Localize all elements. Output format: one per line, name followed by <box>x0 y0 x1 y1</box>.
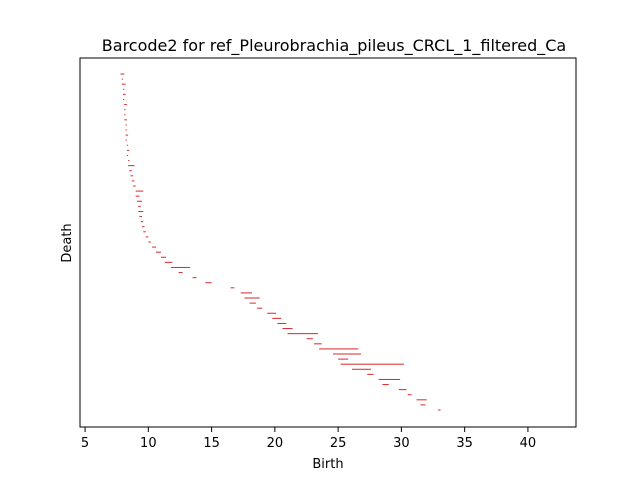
barcode-bar <box>244 297 260 299</box>
barcode-bar <box>126 144 129 146</box>
barcode-bar <box>340 363 404 365</box>
barcode-bar <box>124 109 126 111</box>
barcode-bar <box>125 139 127 141</box>
barcode-bar <box>123 88 125 90</box>
barcode-bar <box>314 343 322 345</box>
barcode-bar <box>240 292 253 294</box>
barcode-bar <box>125 129 127 131</box>
barcode-bar <box>272 317 282 319</box>
barcode-bar <box>205 282 212 284</box>
barcode-bar <box>135 195 140 197</box>
chart-title: Barcode2 for ref_Pleurobrachia_pileus_CR… <box>102 36 566 56</box>
barcode-bar <box>178 272 183 274</box>
barcode-bar <box>230 287 235 289</box>
barcode-bar <box>398 389 407 391</box>
barcode-bar <box>148 241 151 243</box>
barcode-bar <box>140 221 144 223</box>
barcode-bar <box>160 256 167 258</box>
barcode-bar <box>192 277 197 279</box>
barcode-bar <box>135 190 144 192</box>
x-tick-label: 10 <box>140 436 157 451</box>
x-tick-label: 5 <box>81 436 89 451</box>
x-tick-label: 35 <box>456 436 473 451</box>
barcode-bar <box>124 114 126 116</box>
barcode-bar <box>319 348 359 350</box>
barcode-bar <box>124 104 127 106</box>
barcode-bar <box>136 200 142 202</box>
barcode-bar <box>131 180 135 182</box>
barcode-bar <box>438 409 441 411</box>
barcode-bar <box>129 170 132 172</box>
barcode-bar <box>367 373 374 375</box>
x-axis-label: Birth <box>312 457 343 472</box>
barcode-bar <box>171 266 191 268</box>
barcode-bar <box>352 368 372 370</box>
y-axis-label: Death <box>60 223 75 262</box>
barcode-bar <box>267 312 277 314</box>
barcode-bar <box>164 261 173 263</box>
barcode-bar <box>378 378 401 380</box>
barcode-bar <box>338 358 349 360</box>
barcode-bar <box>333 353 361 355</box>
x-tick-label: 15 <box>203 436 220 451</box>
barcode-bar <box>306 338 313 340</box>
barcode-bar <box>142 226 145 228</box>
barcode-bar <box>128 165 135 167</box>
barcode-bar <box>138 205 141 207</box>
barcode-bar <box>282 328 293 330</box>
barcode-bar <box>120 73 125 75</box>
barcode-bar <box>382 384 389 386</box>
plot-frame <box>79 57 577 428</box>
barcode-bar <box>125 124 127 126</box>
x-tick-label: 25 <box>330 436 347 451</box>
bars-layer <box>120 73 441 411</box>
x-tick-label: 20 <box>267 436 284 451</box>
x-axis: 5 10 15 20 25 30 35 40 <box>81 427 536 451</box>
barcode-bar <box>257 307 263 309</box>
barcode-bar <box>249 302 256 304</box>
barcode-bar <box>138 210 144 212</box>
barcode-bar <box>124 119 127 121</box>
barcode-bar <box>145 236 149 238</box>
barcode-bar <box>143 231 146 233</box>
barcode-bar <box>123 98 125 100</box>
barcode-bar <box>407 394 412 396</box>
barcode-bar <box>139 216 142 218</box>
barcode-bar <box>121 78 124 80</box>
barcode-bar <box>277 322 287 324</box>
barcode-bar <box>123 93 126 95</box>
barcode-bar <box>121 83 126 85</box>
barcode-bar <box>287 333 318 335</box>
barcode-bar <box>130 175 134 177</box>
x-tick-label: 40 <box>520 436 537 451</box>
barcode-bar <box>420 404 426 406</box>
barcode-bar <box>133 185 136 187</box>
barcode-bar <box>152 246 156 248</box>
barcode-bar <box>125 134 129 136</box>
x-tick-label: 30 <box>393 436 410 451</box>
barcode-bar <box>126 154 129 156</box>
barcode-bar <box>128 160 130 162</box>
barcode-bar <box>126 149 130 151</box>
barcode-bar <box>416 399 427 401</box>
barcode-bar <box>155 251 161 253</box>
